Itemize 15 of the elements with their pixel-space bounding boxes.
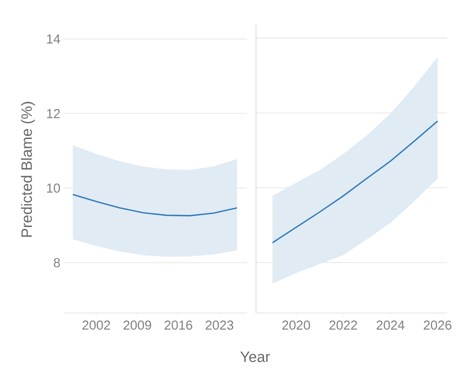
y-tick-label: 10 xyxy=(47,184,60,193)
x-tick-label: 2009 xyxy=(124,320,152,330)
y-tick-label: 8 xyxy=(54,258,60,268)
y-tick-label: 12 xyxy=(47,109,60,118)
x-tick-label: 2002 xyxy=(82,320,110,330)
x-tick-label: 2022 xyxy=(330,320,357,330)
x-tick-label: 2024 xyxy=(376,320,404,330)
x-tick-label: 2016 xyxy=(164,320,192,330)
x-tick-label: 2020 xyxy=(282,320,310,330)
y-tick-label: 14 xyxy=(47,34,60,44)
x-tick-label: 2026 xyxy=(424,320,452,330)
y-axis-title: Predicted Blame (%) xyxy=(20,102,35,237)
line-series xyxy=(72,194,238,216)
x-axis-title: Year xyxy=(240,352,270,362)
x-tick-label: 2023 xyxy=(206,320,234,330)
